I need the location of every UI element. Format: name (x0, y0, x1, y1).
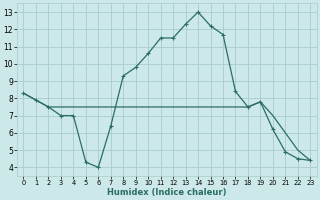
X-axis label: Humidex (Indice chaleur): Humidex (Indice chaleur) (107, 188, 227, 197)
